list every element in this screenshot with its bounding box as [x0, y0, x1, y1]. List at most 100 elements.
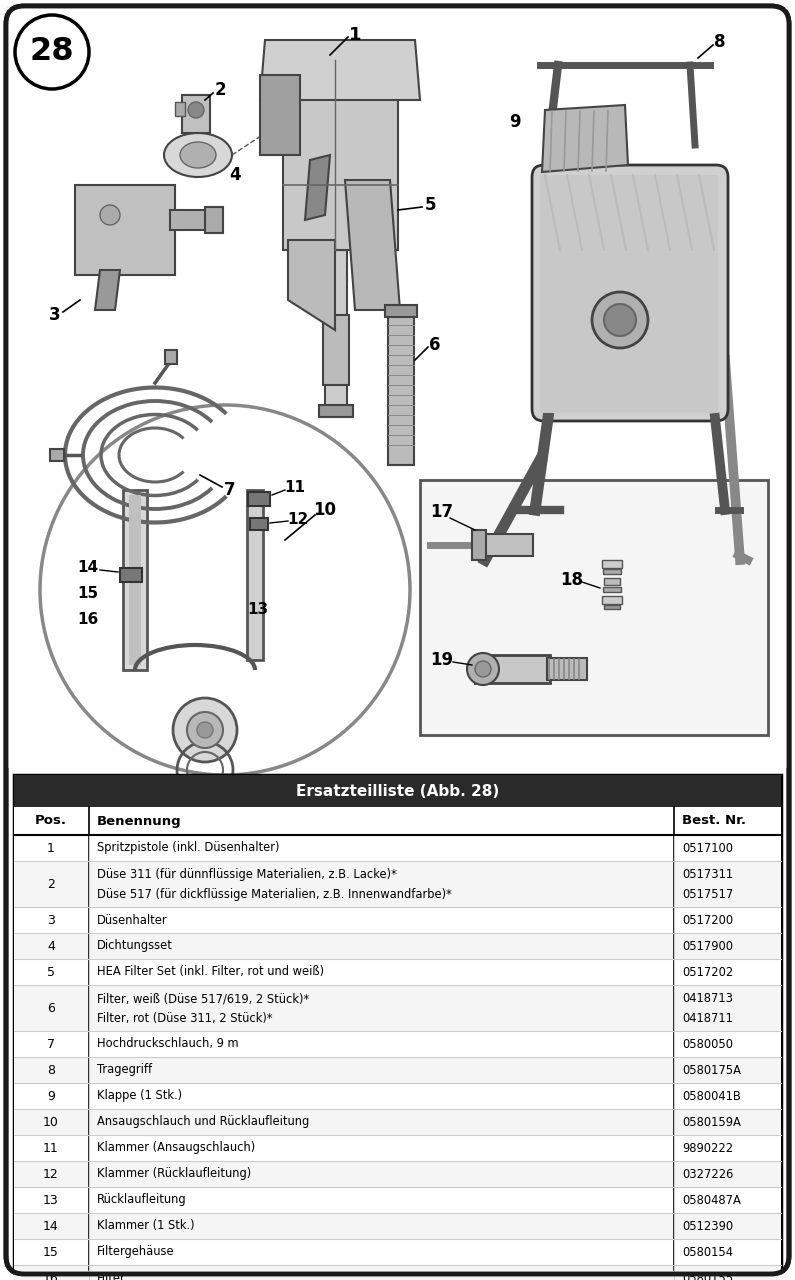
- Text: 0580487A: 0580487A: [682, 1193, 741, 1207]
- Bar: [14, 1135, 781, 1161]
- Text: Klammer (Ansaugschlauch): Klammer (Ansaugschlauch): [97, 1142, 255, 1155]
- Text: 0418713: 0418713: [682, 992, 733, 1005]
- Text: 0517900: 0517900: [682, 940, 733, 952]
- Text: 0517202: 0517202: [682, 965, 733, 978]
- Bar: [603, 570, 621, 573]
- Text: 4: 4: [229, 166, 241, 184]
- Text: 5: 5: [425, 196, 436, 214]
- Circle shape: [604, 303, 636, 335]
- Text: 12: 12: [287, 512, 308, 527]
- Bar: [75, 186, 175, 275]
- Text: 14: 14: [77, 561, 99, 576]
- Text: Düsenhalter: Düsenhalter: [97, 914, 168, 927]
- Circle shape: [467, 653, 499, 685]
- Bar: [385, 305, 417, 317]
- Bar: [14, 1187, 781, 1213]
- Bar: [248, 492, 270, 506]
- Polygon shape: [305, 155, 330, 220]
- Text: 6: 6: [47, 1001, 55, 1015]
- Text: Dichtungsset: Dichtungsset: [97, 940, 173, 952]
- Text: Rücklaufleitung: Rücklaufleitung: [97, 1193, 187, 1207]
- Polygon shape: [542, 105, 628, 172]
- Polygon shape: [95, 270, 120, 310]
- Circle shape: [40, 404, 410, 774]
- Text: 11: 11: [285, 480, 305, 495]
- Text: Tragegriff: Tragegriff: [97, 1064, 152, 1076]
- Text: 9: 9: [509, 113, 521, 131]
- Text: 3: 3: [47, 914, 55, 927]
- Circle shape: [197, 722, 213, 739]
- Text: 16: 16: [77, 613, 99, 627]
- Text: 19: 19: [430, 652, 454, 669]
- Bar: [175, 102, 185, 116]
- Bar: [14, 959, 781, 986]
- Text: Best. Nr.: Best. Nr.: [682, 814, 746, 827]
- Bar: [475, 655, 550, 684]
- Text: 15: 15: [43, 1245, 59, 1258]
- Bar: [260, 76, 300, 155]
- Text: 0580041B: 0580041B: [682, 1089, 741, 1102]
- Bar: [165, 349, 177, 364]
- Bar: [14, 933, 781, 959]
- Bar: [182, 95, 210, 133]
- Text: Ansaugschlauch und Rücklaufleitung: Ansaugschlauch und Rücklaufleitung: [97, 1115, 309, 1129]
- Text: 3: 3: [49, 306, 60, 324]
- Text: 7: 7: [47, 1038, 55, 1051]
- Text: 10: 10: [43, 1115, 59, 1129]
- Text: 0517311: 0517311: [682, 868, 733, 882]
- Text: 13: 13: [247, 603, 269, 617]
- Text: Benennung: Benennung: [97, 814, 181, 827]
- Text: 0512390: 0512390: [682, 1220, 733, 1233]
- Bar: [283, 60, 398, 250]
- Circle shape: [100, 205, 120, 225]
- Text: 0580175A: 0580175A: [682, 1064, 741, 1076]
- Text: 0517517: 0517517: [682, 887, 733, 901]
- Bar: [602, 561, 622, 568]
- Bar: [129, 495, 141, 666]
- Bar: [50, 449, 64, 461]
- Bar: [14, 774, 781, 1270]
- Text: 6: 6: [429, 335, 440, 355]
- Text: 0580154: 0580154: [682, 1245, 733, 1258]
- Circle shape: [173, 698, 237, 762]
- Bar: [319, 404, 353, 417]
- Text: 0517200: 0517200: [682, 914, 733, 927]
- Text: Hochdruckschlauch, 9 m: Hochdruckschlauch, 9 m: [97, 1038, 238, 1051]
- Text: 8: 8: [714, 33, 726, 51]
- Circle shape: [188, 102, 204, 118]
- Bar: [14, 835, 781, 861]
- Bar: [170, 210, 215, 230]
- Text: 9890222: 9890222: [682, 1142, 733, 1155]
- Bar: [8, 8, 787, 768]
- Text: 0517100: 0517100: [682, 841, 733, 855]
- Text: 0418711: 0418711: [682, 1011, 733, 1024]
- Text: Klammer (1 Stk.): Klammer (1 Stk.): [97, 1220, 195, 1233]
- Bar: [14, 908, 781, 933]
- Bar: [14, 986, 781, 1030]
- Text: 5: 5: [47, 965, 55, 978]
- Text: 28: 28: [29, 37, 74, 68]
- Bar: [547, 658, 587, 680]
- Bar: [14, 806, 781, 835]
- Text: Pos.: Pos.: [35, 814, 67, 827]
- Text: Düse 517 (für dickflüssige Materialien, z.B. Innenwandfarbe)*: Düse 517 (für dickflüssige Materialien, …: [97, 887, 452, 901]
- Circle shape: [15, 15, 89, 90]
- Text: 13: 13: [43, 1193, 59, 1207]
- Text: 0580050: 0580050: [682, 1038, 733, 1051]
- Bar: [6, 6, 789, 771]
- Bar: [478, 534, 533, 556]
- Text: Filter, weiß (Düse 517/619, 2 Stück)*: Filter, weiß (Düse 517/619, 2 Stück)*: [97, 992, 309, 1005]
- Text: Klammer (Rücklaufleitung): Klammer (Rücklaufleitung): [97, 1167, 251, 1180]
- Bar: [420, 480, 768, 735]
- Bar: [14, 1239, 781, 1265]
- Text: Düse 311 (für dünnflüssige Materialien, z.B. Lacke)*: Düse 311 (für dünnflüssige Materialien, …: [97, 868, 397, 882]
- FancyBboxPatch shape: [6, 6, 789, 1274]
- Text: 7: 7: [224, 481, 236, 499]
- Bar: [540, 175, 718, 413]
- Bar: [250, 518, 268, 530]
- Polygon shape: [345, 180, 400, 310]
- Bar: [604, 579, 620, 585]
- Bar: [472, 530, 486, 561]
- Bar: [14, 1265, 781, 1280]
- Bar: [14, 1161, 781, 1187]
